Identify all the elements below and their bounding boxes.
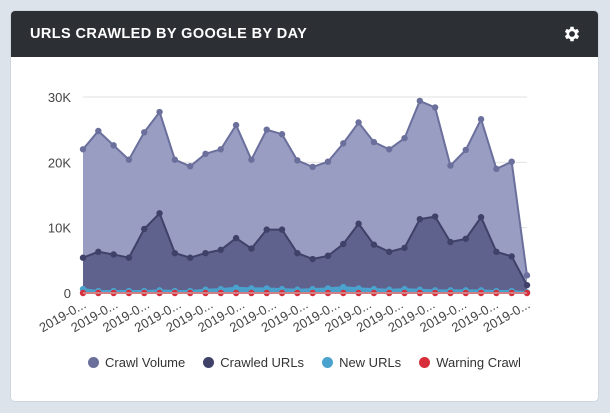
data-point [95,248,102,256]
legend: Crawl Volume Crawled URLs New URLs Warning … [11,355,598,370]
data-point [340,283,347,291]
series-area [83,213,527,293]
data-point [401,244,408,252]
legend-label: New URLs [339,355,402,370]
data-point [355,220,362,227]
data-point [309,163,316,171]
legend-label: Crawled URLs [220,355,305,370]
data-point [186,163,194,170]
legend-marker [419,357,431,368]
data-point [416,215,424,223]
data-point [248,245,255,252]
data-point [294,157,301,164]
data-point [447,162,454,169]
data-point [248,285,255,292]
data-point [278,131,286,138]
legend-item[interactable]: New URLs [322,355,401,370]
y-tick-label: 30K [48,90,71,105]
data-point [171,249,179,257]
area-chart: 010K20K30K2019-0...2019-0...2019-0...201… [37,90,533,335]
legend-label: Warning Crawl [436,355,521,370]
series-line [82,99,528,276]
data-point [110,142,117,149]
data-point [217,146,224,153]
legend-item[interactable]: Warning Crawl [419,355,521,370]
data-point [447,238,454,246]
data-point [493,165,500,173]
data-point [462,235,469,242]
legend-marker [322,357,334,368]
data-point [79,146,87,153]
data-point [294,249,301,257]
data-point [462,146,469,154]
data-point [324,158,332,165]
data-point [125,156,133,163]
data-point [324,252,332,259]
gear-icon[interactable] [562,24,582,44]
data-point [523,272,531,279]
data-point [171,156,179,163]
data-point [386,146,393,153]
data-point [156,210,163,217]
data-point [156,108,163,116]
data-point [278,226,286,233]
chart-title: URLS CRAWLED BY GOOGLE BY DAY [30,26,308,42]
data-point [232,284,240,291]
y-tick-label: 10K [48,221,71,236]
data-point [141,225,148,233]
data-point [79,254,87,261]
data-point [431,213,439,220]
y-tick-label: 0 [64,286,71,301]
data-point [263,226,270,233]
data-point [416,97,424,105]
data-point [355,119,362,126]
data-point [248,156,255,163]
data-point [523,281,531,289]
legend-marker [88,357,100,368]
data-point [477,116,485,123]
data-point [431,104,439,111]
data-point [386,248,393,256]
card-header: URLS CRAWLED BY GOOGLE BY DAY [11,11,598,57]
data-point [340,240,347,248]
data-point [340,140,347,147]
data-point [263,285,270,292]
data-point [186,254,194,261]
data-point [110,251,117,258]
legend-label: Crawl Volume [105,355,186,370]
legend-item[interactable]: Crawl Volume [88,355,185,370]
data-point [263,126,270,133]
data-point [202,249,209,257]
data-point [370,241,378,248]
chart-card: URLS CRAWLED BY GOOGLE BY DAY 0 10K 20K 30K… [11,11,598,401]
data-point [401,134,408,142]
data-point [232,234,240,242]
data-point [477,214,485,221]
data-point [202,150,209,158]
data-point [508,253,515,260]
data-point [217,246,224,254]
legend-marker [203,357,215,368]
data-point [141,129,148,136]
data-point [232,121,240,129]
data-point [355,285,362,292]
data-point [508,158,515,165]
legend-item[interactable]: Crawled URLs [203,355,304,370]
data-point [324,285,332,292]
chart-area: 0 10K 20K 30K 2019-0... 2019-0... 2019-0... 201… [11,57,598,401]
data-point [370,138,378,146]
data-point [309,255,316,263]
data-point [493,248,500,256]
y-tick-label: 20K [48,155,71,170]
data-point [95,127,102,135]
data-point [125,254,133,261]
